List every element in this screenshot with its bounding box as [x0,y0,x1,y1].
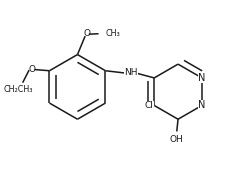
Text: Cl: Cl [145,101,154,110]
Text: CH₃: CH₃ [105,29,120,38]
Text: O: O [28,65,36,74]
Text: CH₂CH₃: CH₂CH₃ [3,85,33,94]
Text: OH: OH [170,135,184,144]
Text: O: O [83,29,90,38]
Text: N: N [198,100,206,111]
Text: N: N [198,73,206,83]
Text: NH: NH [124,68,138,77]
